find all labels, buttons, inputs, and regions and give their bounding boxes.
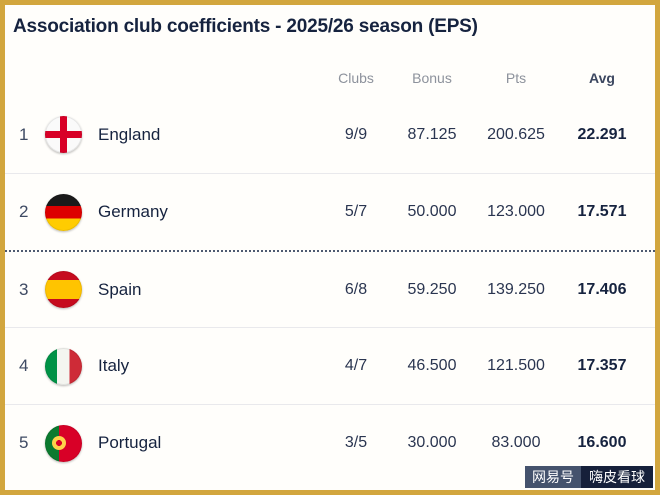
pts-value: 123.000	[487, 203, 545, 220]
pts-value: 83.000	[491, 434, 541, 451]
country-name: Germany	[98, 202, 168, 221]
pts-value: 121.500	[487, 357, 545, 374]
avg-value: 22.291	[577, 125, 627, 143]
bonus-value: 46.500	[407, 357, 457, 374]
table-row: 5 Portugal 3/5 30.000 83.000 16.600	[5, 404, 655, 481]
bonus-value: 59.250	[407, 280, 457, 298]
bonus-value: 87.125	[407, 125, 457, 143]
clubs-value: 4/7	[344, 357, 368, 374]
header-clubs: Clubs	[338, 70, 374, 86]
spain-flag-icon	[45, 271, 82, 308]
rank: 1	[19, 124, 29, 144]
country-name: Spain	[98, 279, 142, 299]
bonus-value: 30.000	[407, 434, 457, 451]
italy-flag-icon	[45, 347, 82, 385]
country-name: England	[98, 124, 161, 144]
clubs-value: 6/8	[344, 280, 368, 298]
bonus-value: 50.000	[407, 203, 457, 220]
clubs-value: 9/9	[344, 125, 368, 143]
watermark-account-label: 嗨皮看球	[581, 466, 653, 488]
watermark-source-label: 网易号	[525, 466, 581, 488]
header-bonus: Bonus	[412, 70, 452, 86]
table-row: 1 England 9/9 87.125 200.625 22.291	[5, 96, 655, 173]
country-name: Portugal	[98, 433, 162, 452]
rank: 5	[19, 433, 29, 452]
table-body: 1 England 9/9 87.125 200.625 22.291 2 Ge…	[5, 96, 655, 481]
pts-value: 200.625	[487, 125, 545, 143]
country-name: Italy	[98, 356, 130, 375]
table-row: 2 Germany 5/7 50.000 123.000 17.571	[5, 173, 655, 250]
header-avg: Avg	[589, 70, 615, 86]
avg-value: 17.571	[577, 203, 627, 220]
pts-value: 139.250	[487, 280, 545, 298]
germany-flag-icon	[45, 193, 82, 231]
rank: 2	[19, 202, 29, 221]
england-flag-icon	[45, 116, 82, 153]
table-header-row: Clubs Bonus Pts Avg	[5, 64, 655, 92]
portugal-flag-icon	[45, 424, 82, 462]
avg-value: 17.406	[577, 280, 627, 298]
rank: 3	[19, 279, 29, 299]
clubs-value: 5/7	[344, 203, 368, 220]
rank: 4	[19, 356, 29, 375]
header-pts: Pts	[505, 70, 527, 86]
avg-value: 16.600	[577, 434, 627, 451]
page-title: Association club coefficients - 2025/26 …	[13, 16, 478, 37]
table-row: 3 Spain 6/8 59.250 139.250 17.406	[5, 250, 655, 327]
table-row: 4 Italy 4/7 46.500 121.500 17.357	[5, 327, 655, 404]
avg-value: 17.357	[577, 357, 627, 374]
watermark: 网易号 嗨皮看球	[525, 466, 653, 488]
clubs-value: 3/5	[344, 434, 368, 451]
